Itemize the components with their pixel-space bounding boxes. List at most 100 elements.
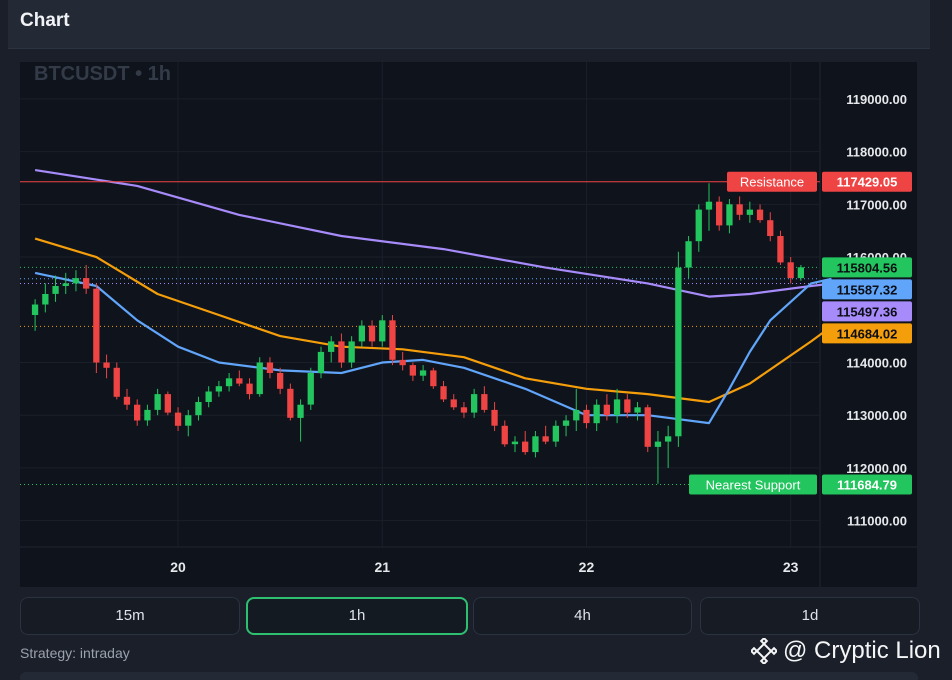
candle-body — [654, 441, 662, 447]
level-price-text: 111684.79 — [837, 478, 897, 493]
timeframe-1d-button[interactable]: 1d — [700, 597, 920, 635]
timeframe-1h-button[interactable]: 1h — [246, 597, 468, 635]
candle-body — [430, 370, 437, 387]
candle-body — [542, 436, 549, 442]
watermark-text: @ Cryptic Lion — [783, 637, 941, 664]
price-tag-badge — [822, 279, 912, 300]
y-tick-label: 117000.00 — [846, 197, 907, 212]
candle-body — [797, 267, 804, 279]
candle-body — [705, 201, 713, 210]
candle-body — [83, 278, 90, 289]
candle-body — [195, 402, 202, 416]
candle-body — [665, 436, 672, 442]
candle-body — [72, 278, 80, 284]
candle-body — [777, 236, 784, 263]
candle-body — [491, 409, 498, 426]
x-tick-label: 22 — [579, 559, 595, 575]
candle-body — [225, 378, 233, 387]
candle-body — [409, 365, 416, 376]
candle-body — [205, 391, 212, 402]
candle-body — [532, 436, 539, 453]
price-tag-badge — [822, 301, 912, 322]
price-tag-text: 114684.02 — [837, 326, 898, 341]
level-label-badge — [727, 171, 817, 192]
candle-body — [522, 441, 529, 453]
candle-body — [379, 320, 386, 342]
candle-body — [31, 304, 39, 315]
level-price-text: 117429.05 — [837, 175, 898, 190]
candle-body — [246, 383, 253, 395]
candle-body — [644, 407, 651, 447]
level-label-badge — [689, 474, 817, 495]
level-label-text: Nearest Support — [706, 478, 801, 493]
candle-body — [675, 267, 682, 437]
timeframe-4h-button[interactable]: 4h — [473, 597, 692, 635]
candle-body — [583, 409, 590, 424]
candle-body — [756, 209, 764, 221]
candle-body — [174, 412, 182, 426]
candle-body — [787, 262, 794, 279]
price-tag-badge — [822, 323, 912, 344]
candle-body — [593, 404, 600, 424]
y-tick-label: 111000.00 — [847, 514, 907, 529]
y-tick-label: 113000.00 — [846, 408, 907, 423]
candle-body — [481, 394, 488, 410]
candle-body — [123, 396, 131, 405]
candle-body — [419, 370, 427, 376]
candle-body — [358, 325, 365, 342]
candle-body — [134, 404, 141, 421]
timeframe-15m-button[interactable]: 15m — [20, 597, 240, 635]
candle-body — [277, 373, 284, 389]
candle-body — [726, 204, 733, 226]
candle-body — [716, 201, 723, 226]
candle-body — [511, 441, 519, 445]
y-tick-label: 112000.00 — [846, 461, 907, 476]
candle-body — [317, 351, 325, 373]
y-tick-label: 119000.00 — [846, 92, 907, 107]
candle-body — [501, 425, 508, 445]
y-tick-label: 118000.00 — [846, 145, 907, 160]
panel-header: Chart — [8, 0, 930, 49]
candle-body — [695, 209, 702, 242]
candle-body — [52, 286, 59, 294]
candle-body — [328, 341, 335, 352]
candle-body — [634, 407, 641, 413]
price-tag-badge — [822, 257, 912, 278]
candle-body — [613, 399, 621, 416]
candle-body — [552, 425, 559, 442]
bottom-panel-edge — [20, 672, 918, 680]
candle-body — [685, 241, 692, 268]
candle-body — [471, 394, 478, 413]
candle-body — [164, 394, 171, 413]
price-tag-text: 115804.56 — [837, 260, 898, 275]
candle-body — [307, 373, 314, 405]
x-tick-label: 20 — [170, 559, 186, 575]
symbol-label: BTCUSDT • 1h — [34, 63, 171, 85]
level-price-badge — [822, 171, 912, 192]
candle-body — [256, 362, 263, 395]
candle-body — [42, 294, 49, 305]
moving-average-line-2 — [34, 237, 833, 404]
candle-body — [736, 204, 743, 215]
strategy-label: Strategy: intraday — [20, 645, 130, 661]
level-price-badge — [822, 474, 912, 495]
y-tick-label: 114000.00 — [846, 355, 907, 370]
candle-body — [450, 399, 457, 408]
candle-body — [236, 378, 243, 384]
candle-body — [62, 283, 69, 286]
x-tick-label: 23 — [783, 559, 799, 575]
candle-body — [573, 409, 580, 421]
candle-body — [389, 320, 396, 360]
candle-body — [215, 386, 222, 392]
candle-body — [185, 415, 192, 426]
panel-title: Chart — [20, 10, 70, 31]
candle-body — [440, 386, 447, 400]
candle-body — [746, 209, 753, 215]
moving-average-line-1 — [34, 169, 832, 298]
chart-area[interactable]: 20212223119000.00118000.00117000.0011600… — [20, 62, 917, 587]
candle-body — [624, 399, 631, 413]
candle-body — [154, 394, 161, 410]
x-tick-label: 21 — [374, 559, 390, 575]
binance-diamond-icon — [751, 638, 777, 664]
candlestick-chart[interactable]: 20212223119000.00118000.00117000.0011600… — [20, 62, 917, 587]
